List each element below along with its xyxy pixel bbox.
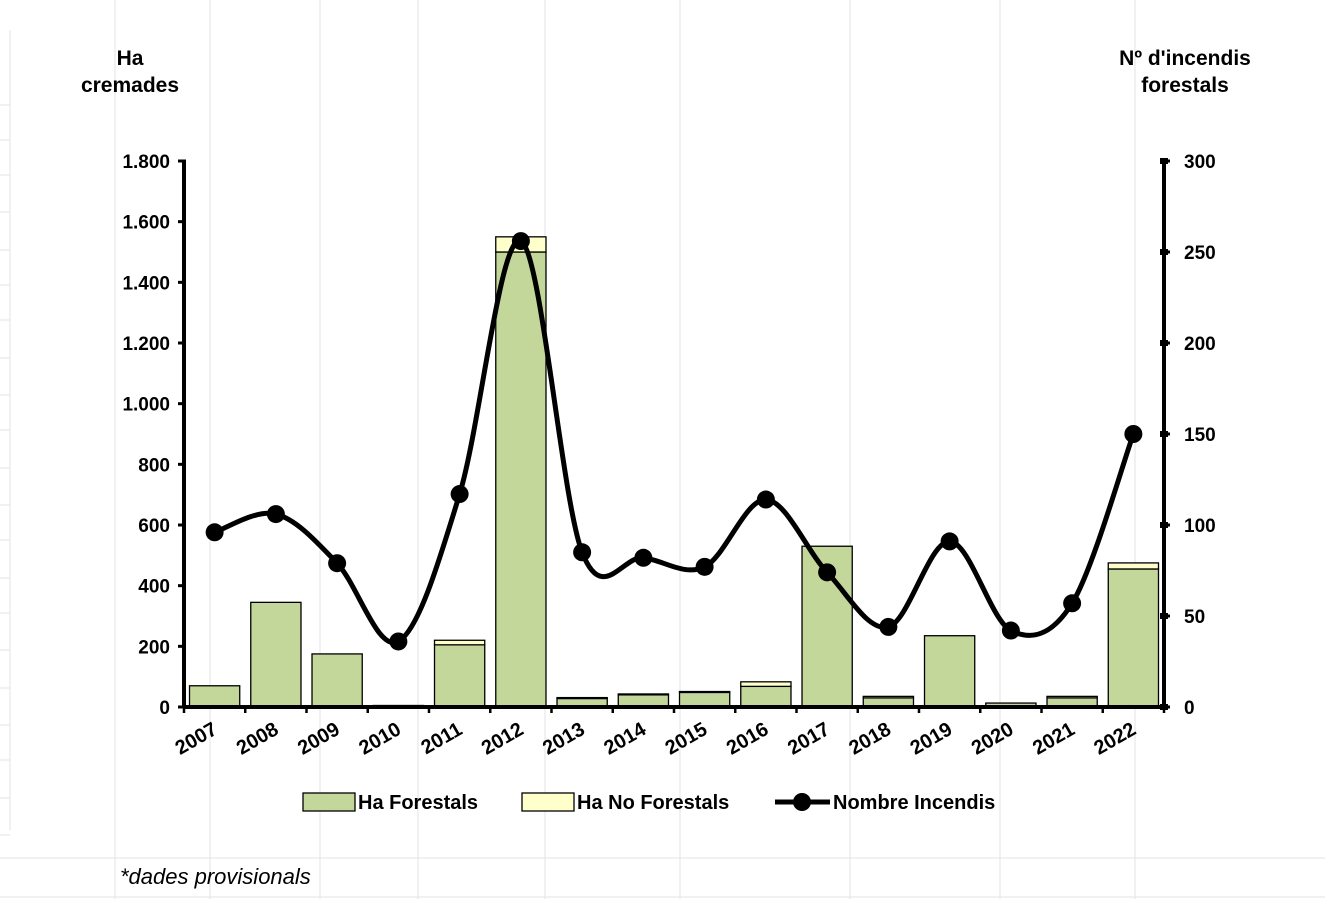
point-nombre-incendis-2013 xyxy=(573,543,592,562)
right-tick-label-6: 300 xyxy=(1184,152,1216,173)
left-tick-label-9: 1.800 xyxy=(122,152,170,173)
bar-ha-forestals-2012 xyxy=(495,251,547,708)
x-tick-label-2015: 2015 xyxy=(662,718,712,759)
point-nombre-incendis-2010 xyxy=(389,632,408,651)
left-axis-title-line-2: cremades xyxy=(80,74,180,97)
right-tick-marker-2 xyxy=(1160,522,1168,528)
left-tick-label-8: 1.600 xyxy=(122,213,170,234)
point-nombre-incendis-2015 xyxy=(695,557,714,576)
bar-ha-no-forestals-2015 xyxy=(678,690,731,694)
x-tick-label-2007: 2007 xyxy=(172,718,222,759)
point-nombre-incendis-2017 xyxy=(818,563,837,582)
right-tick-label-4: 200 xyxy=(1184,334,1216,355)
x-tick-label-2016: 2016 xyxy=(723,718,773,759)
point-nombre-incendis-2011 xyxy=(450,485,469,504)
right-axis-title-line-1: Nº d'incendis xyxy=(1119,47,1251,70)
point-nombre-incendis-2018 xyxy=(879,617,898,636)
x-tick-label-2009: 2009 xyxy=(294,718,344,759)
legend-marker-nombre-incendis xyxy=(793,793,811,811)
right-axis-title: Nº d'incendis forestals xyxy=(1095,45,1275,99)
x-tick-label-2014: 2014 xyxy=(600,718,650,760)
bar-ha-forestals-2009 xyxy=(311,653,363,708)
point-nombre-incendis-2009 xyxy=(328,554,347,573)
left-axis-title: Ha cremades xyxy=(40,45,220,99)
point-nombre-incendis-2014 xyxy=(634,548,653,567)
right-tick-marker-1 xyxy=(1160,613,1168,619)
left-tick-label-3: 600 xyxy=(138,516,170,537)
left-tick-label-6: 1.200 xyxy=(122,334,170,355)
right-axis-title-line-2: forestals xyxy=(1141,74,1229,97)
legend-label-nombre-incendis: Nombre Incendis xyxy=(833,792,995,814)
bar-ha-no-forestals-2022 xyxy=(1107,562,1160,570)
bar-ha-no-forestals-2016 xyxy=(740,681,792,688)
x-tick-label-2021: 2021 xyxy=(1029,718,1079,759)
right-tick-label-1: 50 xyxy=(1184,607,1205,628)
x-tick-label-2022: 2022 xyxy=(1090,718,1140,759)
bar-ha-forestals-2019 xyxy=(923,635,976,708)
bar-ha-forestals-2008 xyxy=(250,601,302,708)
left-tick-label-7: 1.400 xyxy=(122,273,170,294)
right-tick-marker-5 xyxy=(1160,249,1168,255)
x-tick-label-2018: 2018 xyxy=(845,718,895,759)
bar-ha-no-forestals-2018 xyxy=(862,695,915,699)
left-tick-label-5: 1.000 xyxy=(122,395,170,416)
left-tick-label-2: 400 xyxy=(138,577,170,598)
left-tick-label-4: 800 xyxy=(138,455,170,476)
point-nombre-incendis-2012 xyxy=(511,232,530,251)
x-tick-label-2011: 2011 xyxy=(418,718,467,759)
point-nombre-incendis-2007 xyxy=(205,523,224,542)
bar-ha-no-forestals-2014 xyxy=(617,693,670,696)
bar-ha-forestals-2015 xyxy=(678,691,731,708)
left-axis-title-line-1: Ha xyxy=(116,47,144,70)
point-nombre-incendis-2019 xyxy=(940,532,959,551)
x-tick-label-2019: 2019 xyxy=(907,718,957,759)
x-tick-label-2012: 2012 xyxy=(478,718,528,759)
line-nombre-incendis xyxy=(213,238,1136,646)
right-tick-marker-4 xyxy=(1160,340,1168,346)
point-nombre-incendis-2008 xyxy=(266,505,285,524)
x-tick-label-2020: 2020 xyxy=(968,718,1018,759)
legend-swatch-ha-forestals xyxy=(302,792,356,812)
legend-label-ha-no-forestals: Ha No Forestals xyxy=(577,792,729,814)
bar-ha-no-forestals-2013 xyxy=(556,696,608,700)
x-tick-label-2010: 2010 xyxy=(355,718,405,759)
x-tick-label-2008: 2008 xyxy=(233,718,283,759)
right-tick-marker-3 xyxy=(1160,431,1168,437)
right-tick-label-2: 100 xyxy=(1184,516,1216,537)
right-tick-label-0: 0 xyxy=(1184,698,1195,719)
bar-ha-no-forestals-2021 xyxy=(1046,695,1098,699)
footnote: *dades provisionals xyxy=(120,864,311,889)
bar-ha-forestals-2011 xyxy=(433,644,486,708)
point-nombre-incendis-2020 xyxy=(1001,621,1020,640)
point-nombre-incendis-2021 xyxy=(1063,594,1082,613)
right-tick-marker-6 xyxy=(1160,158,1168,164)
point-nombre-incendis-2022 xyxy=(1124,425,1143,443)
left-tick-label-0: 0 xyxy=(159,698,170,719)
right-tick-label-3: 150 xyxy=(1184,425,1216,446)
bar-ha-forestals-2016 xyxy=(740,685,792,708)
left-tick-label-1: 200 xyxy=(138,637,170,658)
legend-label-ha-forestals: Ha Forestals xyxy=(358,792,478,814)
x-tick-label-2013: 2013 xyxy=(539,718,589,759)
bar-ha-forestals-2022 xyxy=(1107,568,1160,708)
point-nombre-incendis-2016 xyxy=(756,490,775,509)
x-tick-label-2017: 2017 xyxy=(784,718,834,759)
bar-ha-forestals-2007 xyxy=(188,685,241,708)
bar-ha-no-forestals-2011 xyxy=(433,639,486,646)
legend-swatch-ha-no-forestals xyxy=(521,792,575,812)
right-tick-label-5: 250 xyxy=(1184,243,1216,264)
